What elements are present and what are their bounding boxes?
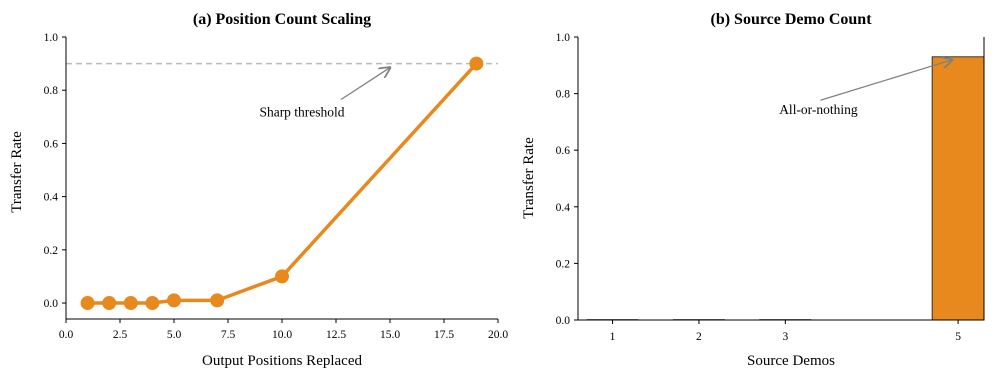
x-tick-label: 2	[696, 331, 702, 343]
panel-b-title: (b) Source Demo Count	[710, 11, 872, 28]
y-tick-label: 0.6	[44, 138, 59, 150]
panel-a-title: (a) Position Count Scaling	[193, 11, 371, 28]
x-tick-label: 2.5	[113, 329, 128, 341]
panel-b-bars	[586, 56, 985, 321]
panel-a-xlabel: Output Positions Replaced	[202, 353, 362, 369]
x-tick-label: 0.0	[59, 329, 74, 341]
x-tick-label: 12.5	[326, 329, 346, 341]
x-tick-label: 7.5	[221, 329, 236, 341]
y-tick-label: 0.6	[556, 145, 571, 157]
x-tick-label: 5	[955, 331, 961, 343]
data-point	[80, 296, 95, 311]
y-tick-label: 0.4	[44, 192, 59, 204]
panel-a-series	[80, 56, 484, 311]
y-tick-label: 0.4	[556, 202, 571, 214]
panel-a-ticks: 0.0 0.2 0.4 0.6 0.8 1.0 0.0 2.5 5.0 7.5 10.0 12.5 15…	[44, 32, 509, 341]
x-tick-label: 5.0	[167, 329, 182, 341]
x-tick-label: 15.0	[380, 329, 400, 341]
panel-a: (a) Position Count Scaling Output Positi…	[9, 11, 508, 369]
y-tick-label: 0.8	[556, 89, 571, 101]
x-tick-label: 3	[782, 331, 788, 343]
data-point	[275, 269, 289, 284]
panel-a-axes	[65, 37, 498, 320]
annotation-arrow	[340, 68, 390, 101]
x-tick-label: 20.0	[488, 329, 508, 341]
panel-b: (b) Source Demo Count Source Demos Trans…	[521, 11, 985, 369]
panel-b-axes	[577, 37, 985, 321]
panel-b-ticks: 0.0 0.2 0.4 0.6 0.8 1.0 1 2 3 5	[556, 32, 962, 343]
panel-b-ylabel: Transfer Rate	[521, 137, 537, 219]
bar	[931, 56, 985, 321]
data-point	[145, 296, 160, 311]
x-tick-label: 10.0	[272, 329, 292, 341]
annotation-all-or-nothing: All-or-nothing	[779, 102, 858, 117]
y-tick-label: 1.0	[556, 32, 571, 44]
x-tick-label: 17.5	[434, 329, 454, 341]
y-tick-label: 0.8	[44, 85, 59, 97]
data-point	[123, 296, 138, 311]
panel-a-annotation: Sharp threshold	[259, 68, 390, 119]
y-tick-label: 0.0	[44, 298, 59, 310]
annotation-sharp-threshold: Sharp threshold	[259, 104, 344, 119]
panel-a-ylabel: Transfer Rate	[9, 131, 25, 213]
series-line	[87, 62, 478, 305]
y-tick-label: 0.0	[556, 315, 571, 327]
y-tick-label: 1.0	[44, 32, 59, 44]
y-tick-label: 0.2	[44, 245, 59, 257]
panel-b-xlabel: Source Demos	[747, 353, 835, 369]
annotation-arrow	[820, 60, 952, 101]
data-point	[469, 56, 484, 71]
x-tick-label: 1	[610, 331, 616, 343]
data-point	[102, 296, 117, 311]
panel-b-annotation: All-or-nothing	[779, 60, 952, 117]
y-tick-label: 0.2	[556, 258, 571, 270]
data-point	[167, 293, 181, 308]
data-point	[210, 293, 225, 308]
